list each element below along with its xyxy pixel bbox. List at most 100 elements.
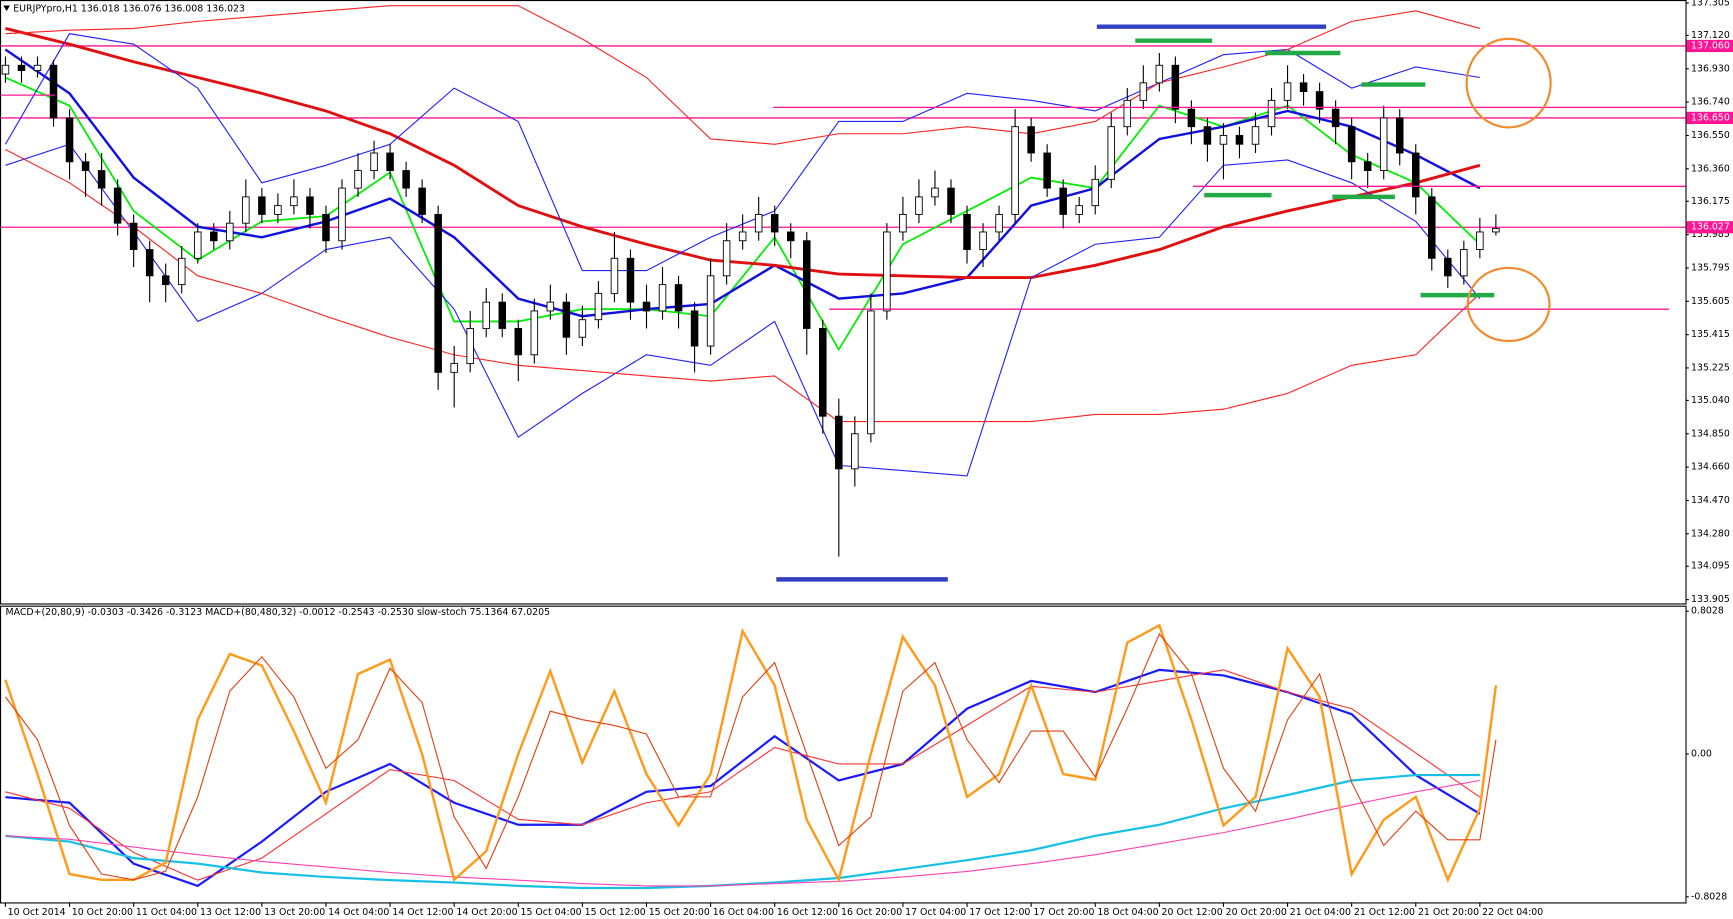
x-tick-label: 18 Oct 04:00 — [1097, 907, 1158, 918]
x-tick-label: 10 Oct 2014 — [8, 907, 66, 918]
candle-body — [1107, 126, 1116, 180]
candle-body — [194, 231, 202, 259]
y-tick-label: 137.305 — [1691, 0, 1730, 8]
candle-body — [113, 187, 122, 224]
x-tick-label: 14 Oct 04:00 — [328, 907, 389, 918]
candle-body — [434, 213, 442, 373]
price-frame — [0, 0, 1687, 605]
candle-body — [1235, 135, 1244, 145]
candle-body — [1267, 99, 1276, 128]
candle-body — [1299, 82, 1308, 93]
y-tick-label: 0.8028 — [1691, 606, 1724, 617]
candle-body — [1363, 161, 1372, 171]
candle-body — [1027, 126, 1035, 154]
candle-body — [1476, 231, 1484, 250]
x-tick-label: 16 Oct 20:00 — [841, 907, 902, 918]
x-tick-label: 20 Oct 20:00 — [1226, 907, 1287, 918]
candle-body — [610, 257, 619, 294]
price-level-label: 136.650 — [1691, 112, 1730, 123]
x-tick-label: 21 Oct 04:00 — [1290, 907, 1351, 918]
candle-body — [931, 187, 939, 198]
annotation-circle — [1466, 266, 1551, 343]
candle-body — [594, 292, 603, 321]
candle-body — [1075, 205, 1083, 215]
y-tick-label: 135.040 — [1691, 395, 1730, 406]
candle-body — [562, 301, 571, 338]
y-tick-label: 136.550 — [1691, 130, 1730, 141]
candle-body — [1331, 108, 1340, 128]
y-tick-label: 133.905 — [1691, 594, 1730, 605]
candle-body — [338, 187, 346, 242]
price-level-tag — [1686, 221, 1733, 234]
y-tick-label: 0.00 — [1691, 749, 1712, 760]
candle-body — [17, 64, 26, 71]
candle-body — [306, 196, 314, 215]
price-level-tag — [1686, 39, 1733, 53]
y-tick-label: 136.740 — [1691, 97, 1730, 108]
indicator-line — [4, 632, 1497, 881]
price-level-label: 136.027 — [1691, 222, 1730, 233]
candle-body — [97, 170, 106, 189]
price-pane — [0, 5, 1686, 582]
x-tick-label: 10 Oct 20:00 — [72, 907, 133, 918]
indicator-title: MACD+(20,80,9) -0.0303 -0.3426 -0.3123 M… — [6, 607, 551, 618]
price-level-label: 137.060 — [1691, 40, 1730, 51]
candle-body — [803, 240, 811, 329]
y-tick-label: 134.850 — [1691, 428, 1730, 439]
candle-body — [1219, 135, 1228, 145]
candle-body — [322, 213, 330, 242]
y-tick-label: 135.225 — [1691, 362, 1730, 373]
candle-body — [1492, 228, 1500, 233]
y-tick-label: 135.415 — [1691, 329, 1730, 340]
candle-body — [690, 310, 699, 347]
indicator-line — [4, 48, 1481, 318]
indicator-line — [5, 27, 1481, 280]
candle-body — [738, 231, 747, 242]
chart-title: EURJPYpro,H1 136.018 136.076 136.008 136… — [13, 3, 245, 14]
candle-body — [466, 328, 474, 365]
candle-body — [1347, 126, 1356, 163]
candle-body — [1411, 152, 1420, 198]
candle-body — [418, 187, 426, 215]
candle-body — [706, 275, 715, 347]
x-tick-label: 22 Oct 04:00 — [1482, 907, 1543, 918]
candle-body — [290, 196, 298, 207]
x-tick-label: 20 Oct 12:00 — [1162, 907, 1223, 918]
candle-body — [386, 152, 394, 171]
candle-body — [578, 319, 587, 338]
x-tick-label: 21 Oct 20:00 — [1418, 907, 1479, 918]
candle-body — [177, 257, 186, 286]
candle-body — [1155, 64, 1164, 84]
candle-body — [482, 301, 490, 329]
y-tick-label: 134.660 — [1691, 462, 1730, 473]
candle-body — [674, 284, 683, 312]
candle-body — [626, 257, 635, 303]
y-tick-label: 136.930 — [1691, 63, 1730, 74]
candle-body — [754, 213, 763, 233]
candle-body — [129, 222, 138, 250]
x-tick-label: 15 Oct 04:00 — [520, 907, 581, 918]
candle-body — [819, 328, 827, 417]
candle-body — [835, 415, 843, 470]
y-tick-label: 134.095 — [1691, 561, 1730, 572]
x-tick-label: 15 Oct 20:00 — [649, 907, 710, 918]
candle-body — [899, 213, 907, 233]
candle-body — [642, 301, 651, 312]
x-tick-label: 16 Oct 12:00 — [777, 907, 838, 918]
candle-body — [1428, 196, 1436, 259]
candle-body — [851, 433, 859, 470]
candle-body — [210, 231, 218, 242]
indicator-line — [4, 623, 1498, 884]
candle-body — [242, 196, 250, 224]
candle-body — [1091, 178, 1099, 207]
candle-body — [1011, 126, 1019, 215]
indicator-line — [5, 143, 1481, 477]
x-tick-label: 13 Oct 12:00 — [200, 907, 261, 918]
y-tick-label: 136.175 — [1691, 196, 1730, 207]
candle-body — [722, 240, 731, 277]
candle-body — [1, 64, 10, 75]
candle-body — [514, 328, 523, 356]
